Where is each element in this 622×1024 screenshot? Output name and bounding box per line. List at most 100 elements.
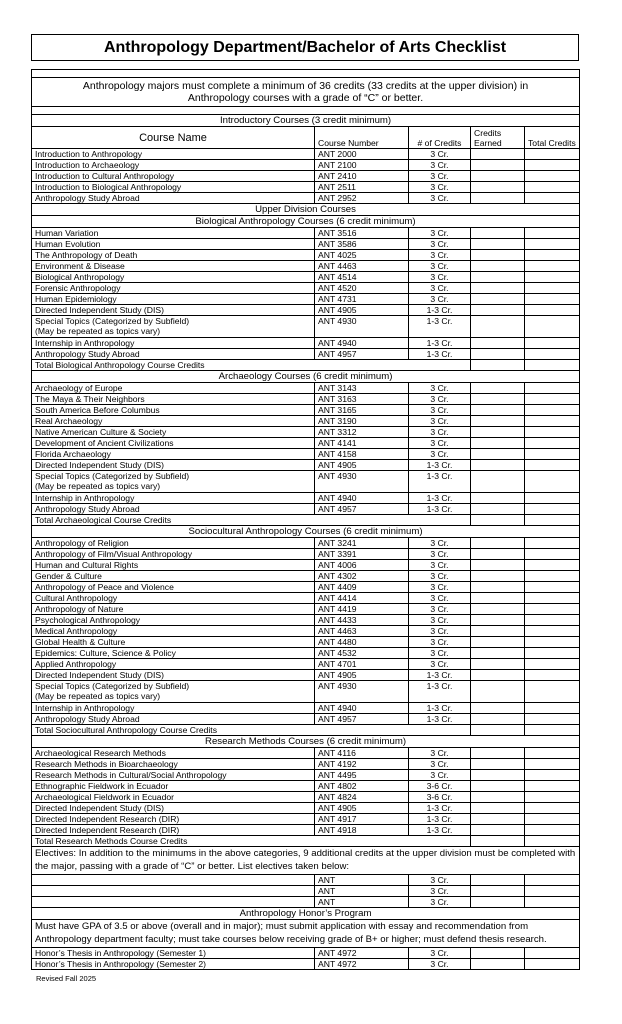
credits-earned-cell[interactable]	[470, 614, 525, 626]
credits-earned-cell[interactable]	[470, 227, 525, 239]
credits-earned-cell[interactable]	[470, 470, 525, 493]
section-total-credits-cell[interactable]	[523, 359, 581, 371]
credits-earned-cell[interactable]	[470, 315, 525, 338]
total-credits-cell[interactable]	[523, 958, 581, 970]
total-credits-cell[interactable]	[523, 492, 581, 504]
total-credits-cell[interactable]	[523, 658, 581, 670]
credits-earned-cell[interactable]	[470, 747, 525, 759]
total-credits-cell[interactable]	[523, 581, 581, 593]
credits-earned-cell[interactable]	[470, 437, 525, 449]
credits-earned-cell[interactable]	[470, 625, 525, 637]
credits-earned-cell[interactable]	[470, 874, 525, 886]
total-credits-cell[interactable]	[523, 448, 581, 460]
total-credits-cell[interactable]	[523, 348, 581, 360]
credits-earned-cell[interactable]	[470, 702, 525, 714]
total-credits-cell[interactable]	[523, 148, 581, 160]
credits-earned-cell[interactable]	[470, 603, 525, 615]
credits-earned-cell[interactable]	[470, 896, 525, 908]
total-credits-cell[interactable]	[523, 304, 581, 316]
total-credits-cell[interactable]	[523, 459, 581, 471]
total-credits-cell[interactable]	[523, 559, 581, 571]
total-credits-cell[interactable]	[523, 170, 581, 182]
credits-earned-cell[interactable]	[470, 271, 525, 283]
total-credits-cell[interactable]	[523, 315, 581, 338]
total-credits-cell[interactable]	[523, 548, 581, 560]
total-credits-cell[interactable]	[523, 426, 581, 438]
elective-course-name-cell[interactable]	[31, 896, 315, 908]
credits-earned-cell[interactable]	[470, 159, 525, 171]
total-credits-cell[interactable]	[523, 702, 581, 714]
credits-earned-cell[interactable]	[470, 537, 525, 549]
credits-earned-cell[interactable]	[470, 148, 525, 160]
total-credits-cell[interactable]	[523, 537, 581, 549]
total-credits-cell[interactable]	[523, 747, 581, 759]
credits-earned-cell[interactable]	[470, 658, 525, 670]
total-credits-cell[interactable]	[523, 337, 581, 349]
section-total-credits-cell[interactable]	[523, 724, 581, 736]
credits-earned-cell[interactable]	[470, 780, 525, 792]
credits-earned-cell[interactable]	[470, 885, 525, 897]
total-credits-cell[interactable]	[523, 802, 581, 814]
credits-earned-cell[interactable]	[470, 503, 525, 515]
total-credits-cell[interactable]	[523, 404, 581, 416]
total-credits-cell[interactable]	[523, 260, 581, 272]
section-credits-earned-cell[interactable]	[470, 514, 525, 526]
credits-earned-cell[interactable]	[470, 548, 525, 560]
credits-earned-cell[interactable]	[470, 426, 525, 438]
credits-earned-cell[interactable]	[470, 791, 525, 803]
total-credits-cell[interactable]	[523, 625, 581, 637]
credits-earned-cell[interactable]	[470, 647, 525, 659]
credits-earned-cell[interactable]	[470, 293, 525, 305]
total-credits-cell[interactable]	[523, 181, 581, 193]
credits-earned-cell[interactable]	[470, 581, 525, 593]
credits-earned-cell[interactable]	[470, 304, 525, 316]
credits-earned-cell[interactable]	[470, 713, 525, 725]
total-credits-cell[interactable]	[523, 680, 581, 703]
total-credits-cell[interactable]	[523, 249, 581, 261]
credits-earned-cell[interactable]	[470, 813, 525, 825]
credits-earned-cell[interactable]	[470, 382, 525, 394]
credits-earned-cell[interactable]	[470, 393, 525, 405]
total-credits-cell[interactable]	[523, 437, 581, 449]
total-credits-cell[interactable]	[523, 636, 581, 648]
total-credits-cell[interactable]	[523, 874, 581, 886]
total-credits-cell[interactable]	[523, 293, 581, 305]
total-credits-cell[interactable]	[523, 393, 581, 405]
credits-earned-cell[interactable]	[470, 592, 525, 604]
credits-earned-cell[interactable]	[470, 348, 525, 360]
total-credits-cell[interactable]	[523, 813, 581, 825]
section-total-credits-cell[interactable]	[523, 835, 581, 847]
total-credits-cell[interactable]	[523, 896, 581, 908]
total-credits-cell[interactable]	[523, 227, 581, 239]
total-credits-cell[interactable]	[523, 603, 581, 615]
credits-earned-cell[interactable]	[470, 459, 525, 471]
total-credits-cell[interactable]	[523, 769, 581, 781]
total-credits-cell[interactable]	[523, 238, 581, 250]
total-credits-cell[interactable]	[523, 592, 581, 604]
credits-earned-cell[interactable]	[470, 170, 525, 182]
credits-earned-cell[interactable]	[470, 415, 525, 427]
credits-earned-cell[interactable]	[470, 404, 525, 416]
credits-earned-cell[interactable]	[470, 680, 525, 703]
credits-earned-cell[interactable]	[470, 181, 525, 193]
credits-earned-cell[interactable]	[470, 238, 525, 250]
section-total-credits-cell[interactable]	[523, 514, 581, 526]
credits-earned-cell[interactable]	[470, 559, 525, 571]
section-credits-earned-cell[interactable]	[470, 835, 525, 847]
credits-earned-cell[interactable]	[470, 249, 525, 261]
credits-earned-cell[interactable]	[470, 448, 525, 460]
total-credits-cell[interactable]	[523, 382, 581, 394]
elective-course-name-cell[interactable]	[31, 874, 315, 886]
total-credits-cell[interactable]	[523, 669, 581, 681]
total-credits-cell[interactable]	[523, 503, 581, 515]
total-credits-cell[interactable]	[523, 570, 581, 582]
section-credits-earned-cell[interactable]	[470, 359, 525, 371]
total-credits-cell[interactable]	[523, 271, 581, 283]
total-credits-cell[interactable]	[523, 791, 581, 803]
total-credits-cell[interactable]	[523, 282, 581, 294]
credits-earned-cell[interactable]	[470, 758, 525, 770]
credits-earned-cell[interactable]	[470, 669, 525, 681]
credits-earned-cell[interactable]	[470, 769, 525, 781]
total-credits-cell[interactable]	[523, 647, 581, 659]
total-credits-cell[interactable]	[523, 713, 581, 725]
